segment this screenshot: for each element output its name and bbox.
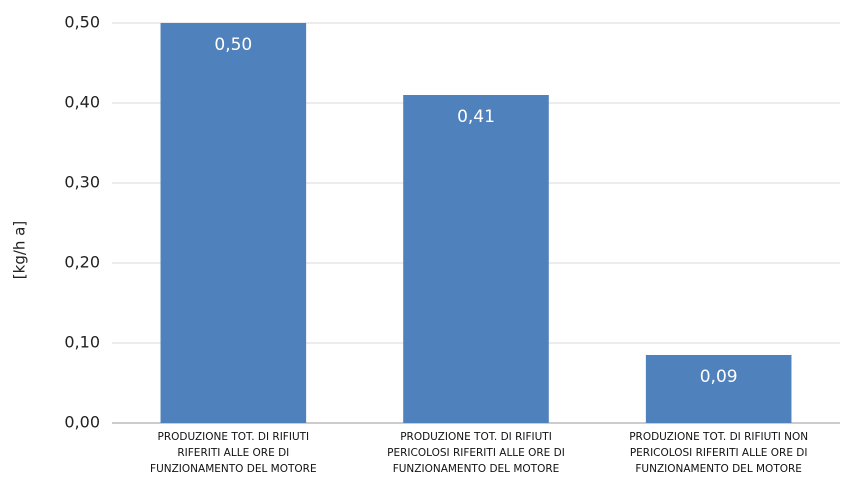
bar: [160, 23, 307, 423]
value-label: 0,41: [457, 107, 495, 127]
value-label: 0,50: [214, 35, 252, 55]
x-tick-label: PRODUZIONE TOT. DI RIFIUTI PERICOLOSI RI…: [387, 431, 565, 475]
y-tick-label: 0,00: [64, 413, 100, 432]
y-tick-label: 0,40: [64, 93, 100, 112]
value-label: 0,09: [700, 367, 738, 387]
x-tick-label: PRODUZIONE TOT. DI RIFIUTI NON PERICOLOS…: [629, 431, 809, 475]
x-tick-label: PRODUZIONE TOT. DI RIFIUTI RIFERITI ALLE…: [150, 431, 317, 475]
y-tick-label: 0,30: [64, 173, 100, 192]
bar: [403, 95, 549, 423]
y-axis-label: [kg/h a]: [11, 221, 29, 279]
y-tick-label: 0,50: [64, 13, 100, 32]
bar: [645, 355, 792, 423]
y-tick-label: 0,20: [64, 253, 100, 272]
y-tick-label: 0,10: [64, 333, 100, 352]
